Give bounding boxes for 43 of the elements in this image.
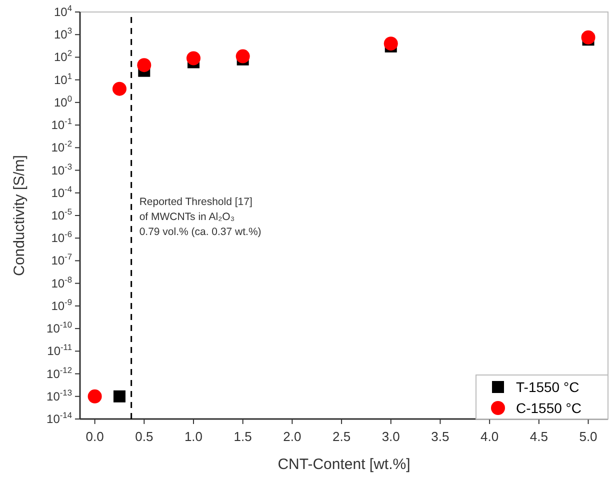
y-tick-label: 10$^{-2}$: [51, 138, 72, 155]
y-tick-label: 10$^{-1}$: [51, 116, 72, 132]
point: [112, 82, 126, 96]
x-tick-label: 1.0: [184, 429, 203, 444]
x-tick-label: 4.0: [480, 429, 499, 444]
x-tick-label: 4.5: [530, 429, 548, 444]
point: [236, 49, 250, 64]
y-tick-label: 10$^{3}$: [54, 26, 72, 42]
y-axis-title: Conductivity [S/m]: [11, 155, 28, 276]
y-tick-label: 10$^{2}$: [54, 48, 72, 64]
y-tick-label: 10$^{-3}$: [51, 161, 72, 178]
x-tick-label: 2.0: [283, 429, 302, 444]
point: [186, 51, 200, 66]
point: [88, 389, 102, 404]
y-tick-label: 10$^{-7}$: [51, 252, 72, 268]
point: [581, 30, 596, 44]
y-tick-label: 10$^{-4}$: [51, 184, 72, 200]
y-tick-label: 10$^{-14}$: [46, 410, 72, 426]
x-tick-label: 5.0: [579, 429, 598, 444]
y-tick-label: 10$^{4}$: [54, 3, 72, 19]
y-tick-label: 10$^{-12}$: [46, 364, 72, 381]
y-tick-label: 10$^{-10}$: [46, 320, 72, 336]
x-tick-label: 0.5: [135, 429, 154, 444]
y-tick-label: 10$^{1}$: [54, 70, 72, 87]
point: [384, 36, 398, 51]
x-axis-title: CNT-Content [wt.%]: [278, 456, 410, 473]
y-tick-label: 10$^{-8}$: [51, 274, 72, 290]
point: [137, 58, 152, 72]
legend-label: C-1550 °C: [516, 400, 582, 416]
x-tick-label: 0.0: [86, 429, 104, 444]
x-tick-label: 2.5: [332, 429, 351, 444]
x-tick-label: 1.5: [234, 429, 252, 444]
y-tick-label: 10$^{-9}$: [51, 296, 72, 313]
point: [113, 390, 126, 402]
y-tick-label: 10$^{-11}$: [47, 342, 72, 358]
y-tick-label: 10$^{-6}$: [51, 229, 72, 246]
y-tick-label: 10$^{-5}$: [51, 206, 72, 222]
x-tick-label: 3.5: [431, 429, 450, 444]
annotation: Reported Threshold [17] of MWCNTs in Al₂O₃ 0.79 vol.% (ca. 0.37 wt.%): [139, 196, 262, 238]
y-tick-label: 10$^{-13}$: [46, 387, 72, 404]
y-tick-label: 10$^{0}$: [54, 93, 72, 110]
legend-label: T-1550 °C: [516, 379, 580, 395]
x-tick-label: 3.0: [382, 429, 400, 444]
